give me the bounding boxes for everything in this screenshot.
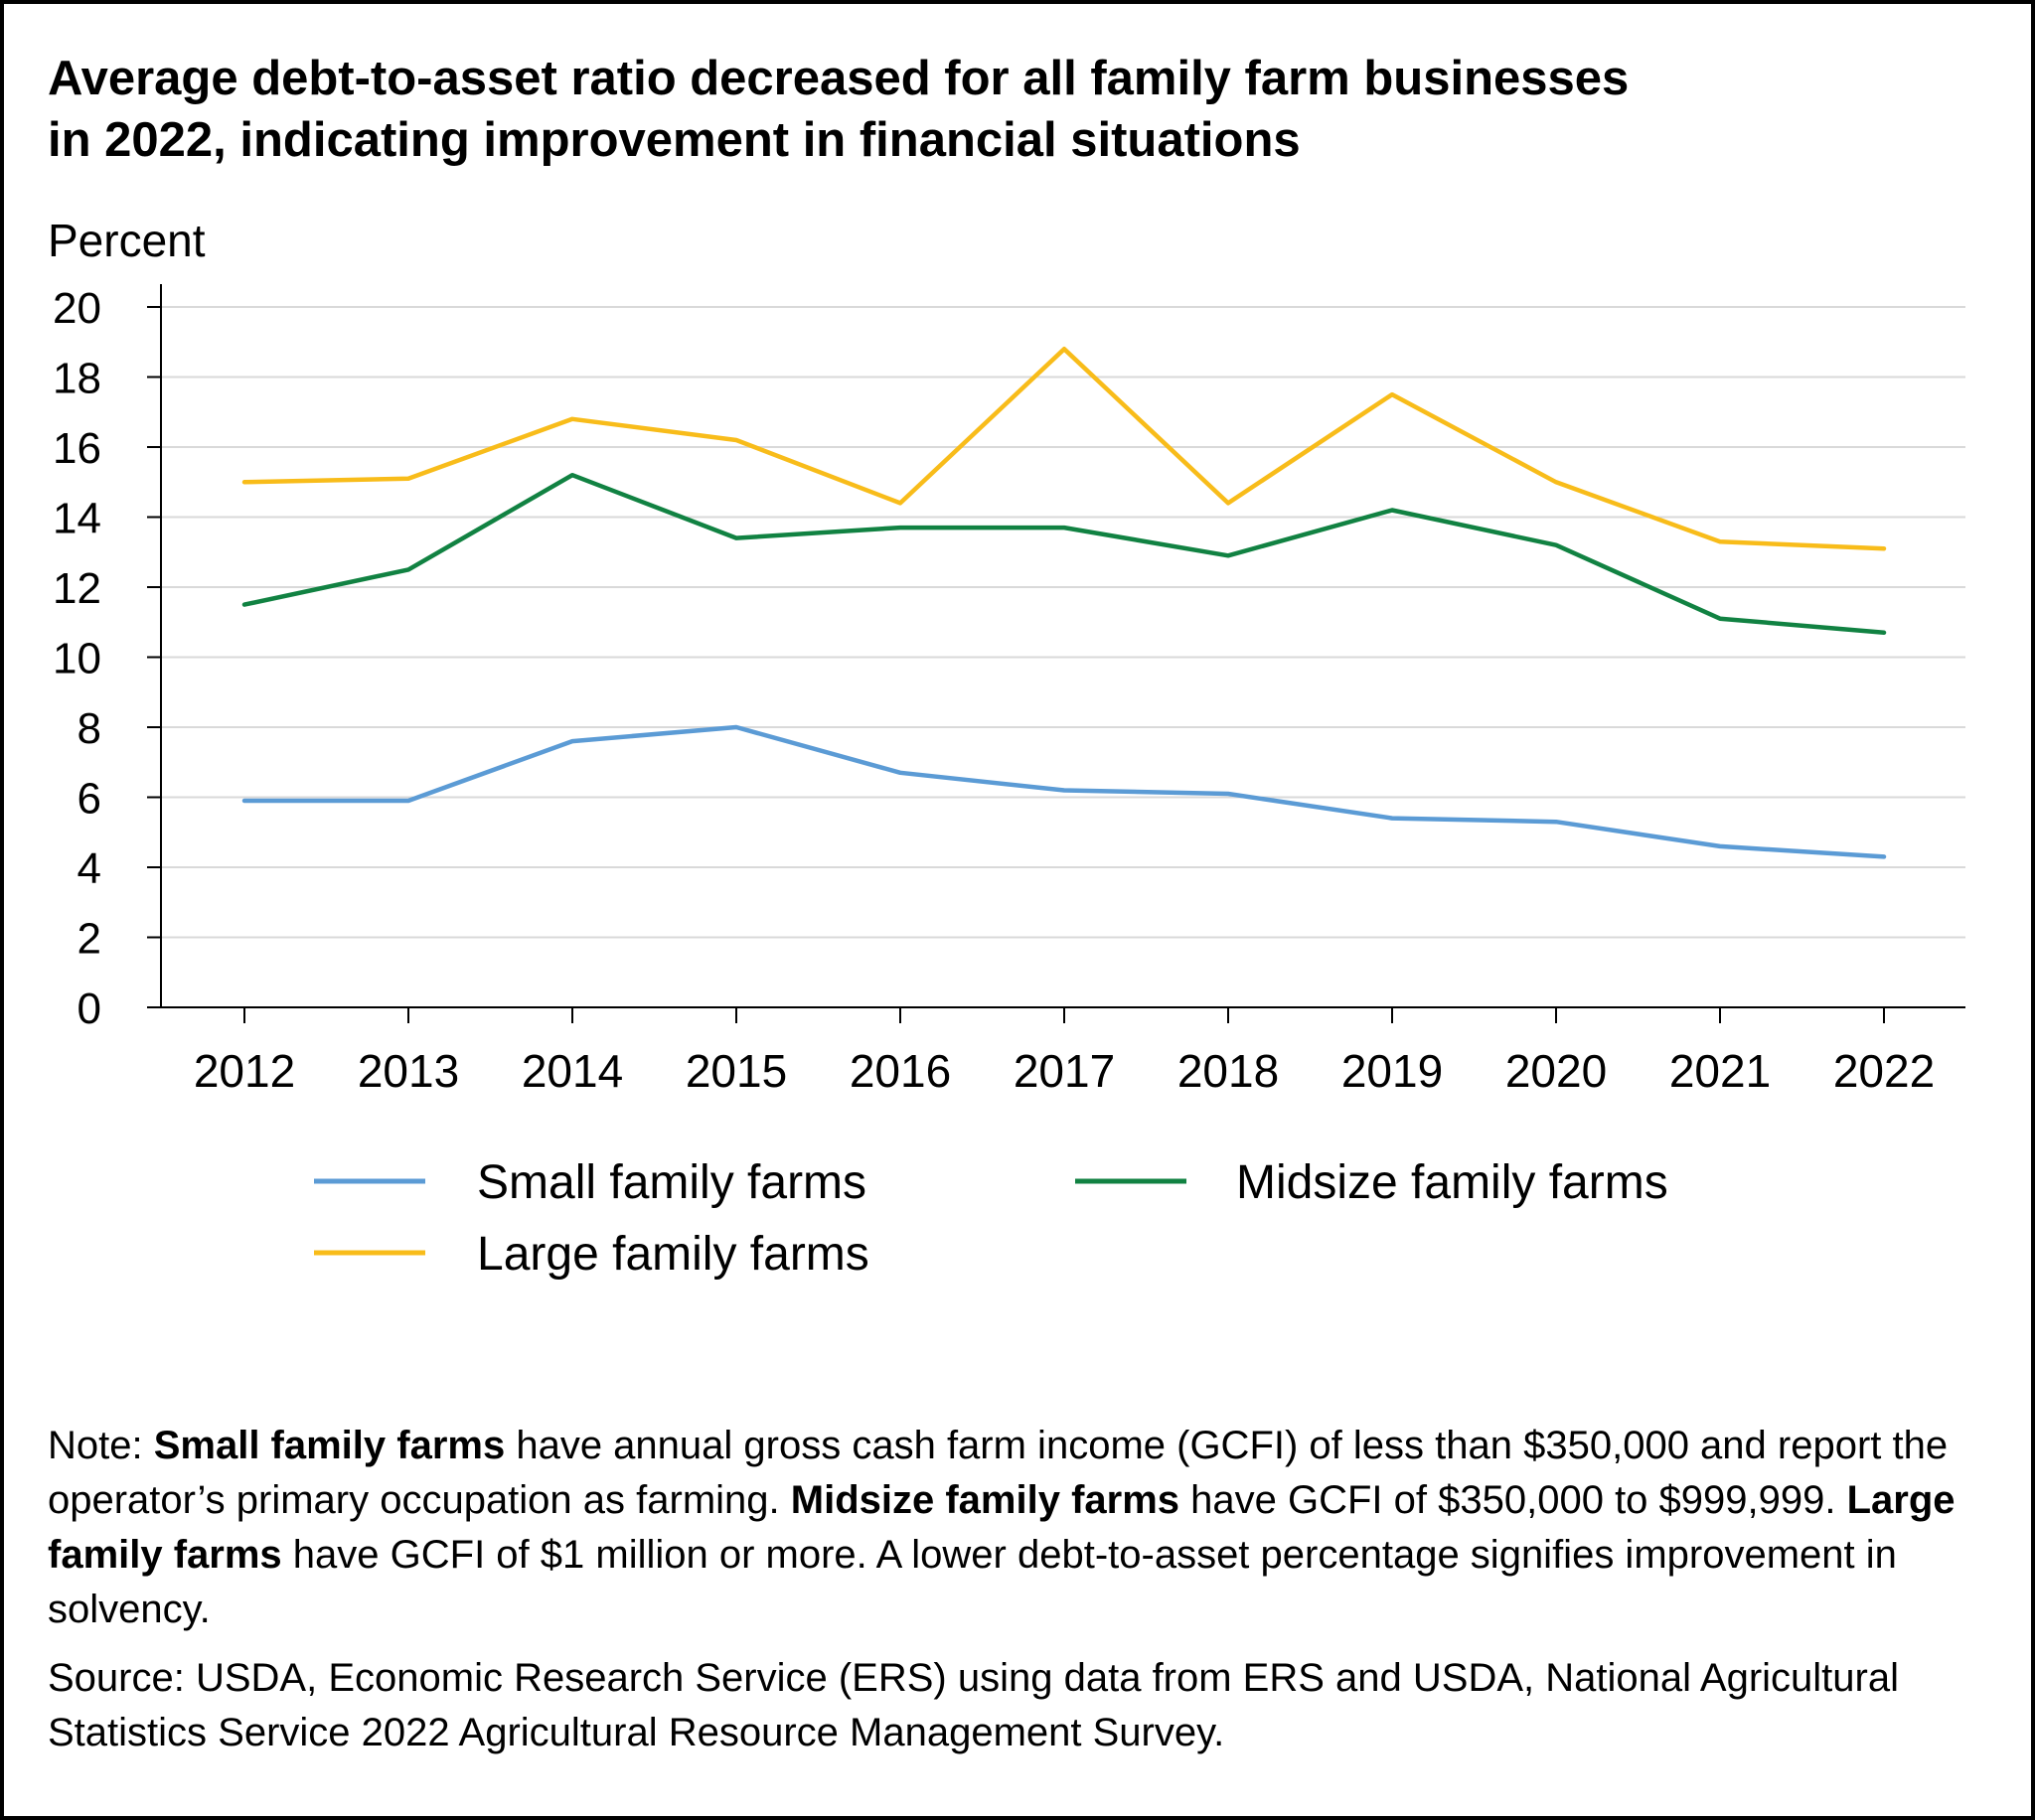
- y-tick-label-18: 18: [53, 355, 101, 403]
- chart-source: Source: USDA, Economic Research Service …: [48, 1656, 1899, 1754]
- series-line-small-family-farms: [241, 724, 1887, 859]
- chart-title-line-2: in 2022, indicating improvement in finan…: [48, 113, 1301, 167]
- series-lines: [241, 347, 1887, 859]
- legend-item-small-family-farms: Small family farms: [314, 1156, 866, 1209]
- note-large-text: have GCFI of $1 million or more. A lower…: [48, 1533, 1897, 1631]
- note-prefix: Note:: [48, 1424, 154, 1467]
- gridlines: [161, 306, 1965, 939]
- y-tick-label-14: 14: [53, 495, 101, 543]
- y-axis-unit-label: Percent: [48, 215, 206, 266]
- axes: [160, 284, 1965, 1008]
- x-tick-label-2020: 2020: [1505, 1045, 1607, 1097]
- y-tick-label-10: 10: [53, 635, 101, 683]
- y-tick-label-6: 6: [78, 775, 101, 824]
- note-small-term: Small family farms: [153, 1424, 506, 1467]
- y-tick-label-12: 12: [53, 564, 101, 613]
- legend: Small family farms Midsize family farms La…: [314, 1156, 1668, 1281]
- chart-title: Average debt-to-asset ratio decreased fo…: [48, 48, 1995, 171]
- legend-item-large-family-farms: Large family farms: [314, 1228, 869, 1281]
- chart-title-line-1: Average debt-to-asset ratio decreased fo…: [48, 52, 1630, 105]
- series-line-midsize-family-farms: [241, 472, 1887, 636]
- x-tick-label-2021: 2021: [1669, 1045, 1771, 1097]
- legend-label-midsize-family-farms: Midsize family farms: [1236, 1156, 1668, 1209]
- y-tick-label-8: 8: [78, 704, 101, 753]
- y-tick-label-20: 20: [53, 284, 101, 333]
- x-tick-label-2022: 2022: [1833, 1045, 1935, 1097]
- note-midsize-text: have GCFI of $350,000 to $999,999.: [1179, 1478, 1847, 1522]
- x-tick-label-2014: 2014: [522, 1045, 623, 1097]
- x-tick-label-2019: 2019: [1341, 1045, 1443, 1097]
- y-tick-label-4: 4: [78, 844, 101, 893]
- x-tick-label-2012: 2012: [194, 1045, 295, 1097]
- chart-note: Note: Small family farms have annual gro…: [48, 1419, 1995, 1637]
- note-large-term: Large family farms: [48, 1478, 1956, 1577]
- x-tick-label-2016: 2016: [850, 1045, 951, 1097]
- note-midsize-term: Midsize family farms: [790, 1478, 1180, 1522]
- series-line-large-family-farms: [241, 347, 1887, 551]
- legend-label-small-family-farms: Small family farms: [477, 1156, 866, 1209]
- legend-label-large-family-farms: Large family farms: [477, 1228, 869, 1281]
- y-tick-label-2: 2: [78, 915, 101, 964]
- y-tick-label-16: 16: [53, 424, 101, 473]
- note-small-text: have annual gross cash farm income (GCFI…: [48, 1424, 1949, 1522]
- x-axis-ticks: 2012 2013 2014 2015 2016 2017 2018 2019 2020 2021…: [194, 1007, 1935, 1097]
- y-axis-ticks: 0 2 4 6 8 10 12 14 16 18 20: [53, 284, 161, 1033]
- x-tick-label-2013: 2013: [358, 1045, 459, 1097]
- x-tick-label-2018: 2018: [1177, 1045, 1279, 1097]
- x-tick-label-2015: 2015: [686, 1045, 787, 1097]
- x-tick-label-2017: 2017: [1014, 1045, 1115, 1097]
- legend-item-midsize-family-farms: Midsize family farms: [1075, 1156, 1668, 1209]
- y-tick-label-0: 0: [78, 985, 101, 1033]
